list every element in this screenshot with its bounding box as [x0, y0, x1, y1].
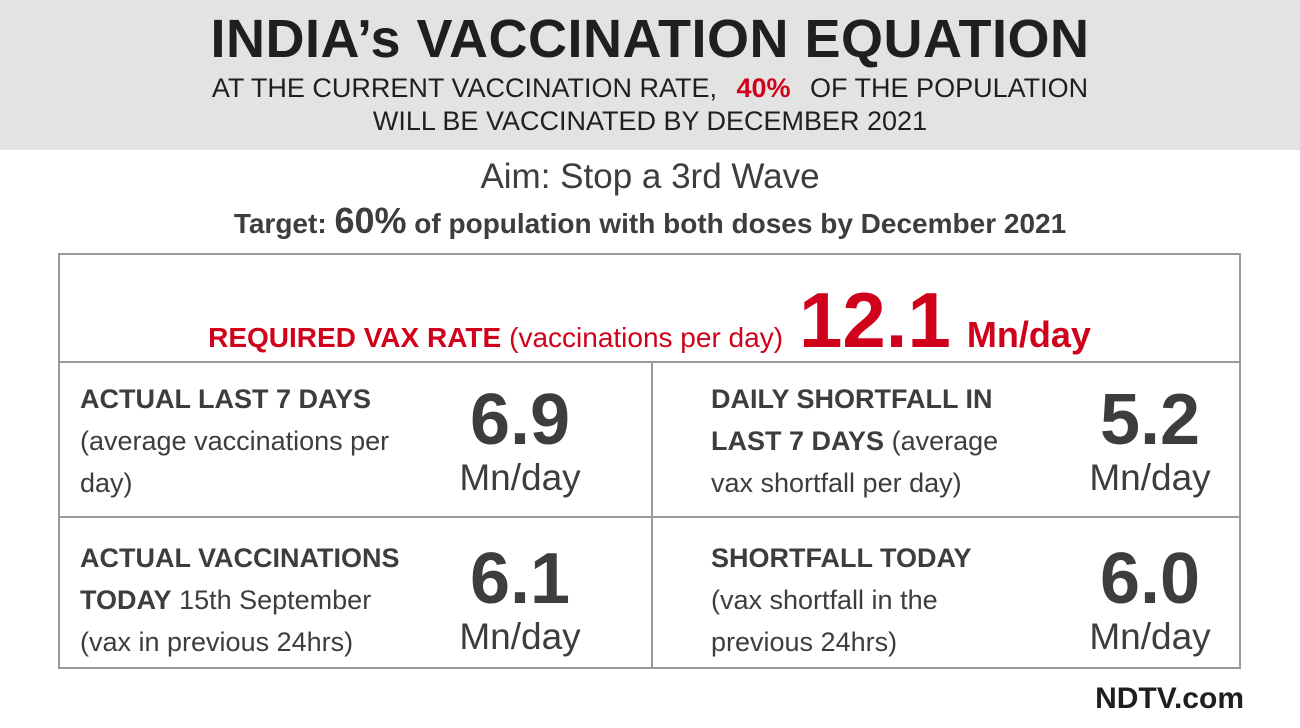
today-unit: Mn/day	[459, 616, 581, 657]
target-post: of population with both doses by Decembe…	[414, 208, 1067, 239]
shortfall-7-days-unit: Mn/day	[1089, 457, 1211, 498]
shortfall-today-desc-b: previous 24hrs)	[711, 627, 898, 657]
divider-vertical	[651, 362, 653, 669]
shortfall-today-desc-a: (vax shortfall in the	[711, 585, 938, 615]
stats-box	[58, 253, 1241, 669]
page-title: INDIA’s VACCINATION EQUATION	[210, 9, 1090, 69]
target-percent: 60%	[334, 200, 407, 241]
shortfall-today-unit: Mn/day	[1089, 616, 1211, 657]
target-pre: Target:	[233, 208, 327, 239]
divider-top	[58, 361, 1241, 363]
subtitle-percent: 40%	[736, 73, 791, 103]
required-paren: (vaccinations per day)	[509, 322, 784, 353]
target-text: Target: 60% of population with both dose…	[0, 200, 1300, 242]
today-desc: (vax in previous 24hrs)	[80, 627, 354, 657]
shortfall-today-text: SHORTFALL TODAY (vax shortfall in the pr…	[711, 537, 1051, 663]
actual-7-days-desc: (average vaccinations per day)	[80, 426, 390, 498]
shortfall-7-days-metric: 5.2 Mn/day	[1070, 384, 1230, 500]
required-unit: Mn/day	[966, 314, 1091, 355]
header-banner: INDIA’s VACCINATION EQUATION AT THE CURR…	[0, 0, 1300, 150]
shortfall-today-value: 6.0	[1099, 539, 1201, 619]
shortfall-today-metric: 6.0 Mn/day	[1070, 543, 1230, 659]
shortfall-7-days-text: DAILY SHORTFALL IN LAST 7 DAYS (average …	[711, 378, 1051, 504]
today-label-b: TODAY	[80, 585, 172, 615]
shortfall-7-days-label-b: LAST 7 DAYS	[711, 426, 885, 456]
actual-7-days-value: 6.9	[469, 380, 571, 460]
required-rate-panel: REQUIRED VAX RATE (vaccinations per day)…	[58, 253, 1241, 364]
shortfall-7-days-desc-b: vax shortfall per day)	[711, 468, 962, 498]
shortfall-7-days-label-a: DAILY SHORTFALL IN	[711, 384, 993, 414]
today-metric: 6.1 Mn/day	[440, 543, 600, 659]
divider-middle	[58, 516, 1241, 518]
shortfall-today-label: SHORTFALL TODAY	[711, 543, 972, 573]
ndtv-logo: NDTV.com	[1095, 682, 1244, 715]
subtitle-post: OF THE POPULATION	[810, 73, 1089, 103]
subtitle-pre: AT THE CURRENT VACCINATION RATE,	[211, 73, 717, 103]
today-label-a: ACTUAL VACCINATIONS	[80, 543, 400, 573]
required-value: 12.1	[799, 276, 951, 364]
actual-7-days-text: ACTUAL LAST 7 DAYS (average vaccinations…	[80, 378, 440, 504]
subtitle-line-2: WILL BE VACCINATED BY DECEMBER 2021	[372, 106, 928, 136]
subtitle-line-1: AT THE CURRENT VACCINATION RATE, 40% OF …	[0, 73, 1300, 104]
aim-text: Aim: Stop a 3rd Wave	[480, 157, 820, 196]
required-label: REQUIRED VAX RATE	[208, 322, 502, 353]
shortfall-7-days-value: 5.2	[1099, 380, 1201, 460]
today-text: ACTUAL VACCINATIONS TODAY 15th September…	[80, 537, 450, 663]
today-value: 6.1	[469, 539, 571, 619]
actual-7-days-metric: 6.9 Mn/day	[440, 384, 600, 500]
actual-7-days-unit: Mn/day	[459, 457, 581, 498]
actual-7-days-label: ACTUAL LAST 7 DAYS	[80, 384, 372, 414]
shortfall-7-days-desc-a: (average	[891, 426, 999, 456]
today-date: 15th September	[179, 585, 372, 615]
